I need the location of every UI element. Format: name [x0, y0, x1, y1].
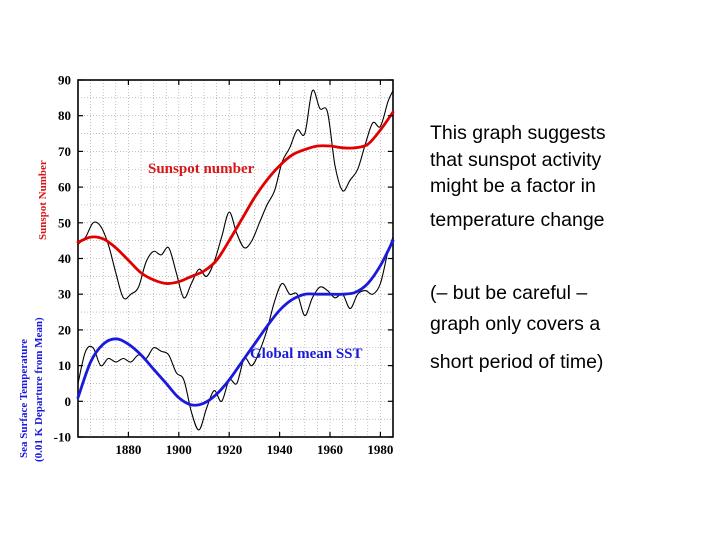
- x-tick-label: 1960: [317, 442, 343, 457]
- chart-grid: [78, 80, 393, 437]
- y-tick-label: 70: [58, 144, 71, 159]
- annotation-line-3: might be a factor in: [430, 175, 596, 197]
- series-line-global-mean-sst: [76, 239, 395, 407]
- y-tick-label: 30: [58, 287, 71, 302]
- axis-ticks: -10 0 10 20 30 40 50 60 70 80 90 1880 1900 1920 1940 19…: [54, 73, 394, 458]
- y-tick-label: 10: [58, 358, 71, 373]
- series-line-sunspot-number: [76, 110, 395, 285]
- series-line-sunspot-number-raw: [77, 89, 394, 300]
- x-tick-label: 1880: [115, 442, 141, 457]
- sunspot-series-label: Sunspot number: [148, 161, 255, 177]
- y-tick-label: 0: [65, 394, 72, 409]
- y-tick-label: 40: [58, 251, 71, 266]
- x-tick-label: 1940: [267, 442, 293, 457]
- annotation-line-1: This graph suggests: [430, 122, 606, 144]
- y-tick-label: 80: [58, 108, 71, 123]
- y-tick-label: 20: [58, 322, 71, 337]
- sst-series-label: Global mean SST: [250, 346, 363, 362]
- annotation-line-5: (– but be careful –: [430, 282, 588, 304]
- y-tick-label: 60: [58, 180, 71, 195]
- y-tick-label: 50: [58, 215, 71, 230]
- x-tick-label: 1900: [166, 442, 192, 457]
- y-axis-label-sunspot: Sunspot Number: [37, 160, 49, 240]
- annotation-line-7: short period of time): [430, 351, 604, 373]
- x-tick-label: 1920: [216, 442, 242, 457]
- annotation-line-6: graph only covers a: [430, 313, 601, 335]
- annotation-line-2: that sunspot activity: [430, 149, 602, 171]
- y-tick-label: -10: [54, 430, 71, 445]
- y-axis-label-sst-line2: (0.01 K Departure from Mean): [33, 317, 45, 462]
- chart-series: [76, 89, 395, 431]
- y-axis-label-sst-line1: Sea Surface Temperature: [18, 339, 30, 458]
- x-tick-label: 1980: [367, 442, 393, 457]
- annotation-line-4: temperature change: [430, 209, 605, 231]
- y-tick-label: 90: [58, 73, 71, 88]
